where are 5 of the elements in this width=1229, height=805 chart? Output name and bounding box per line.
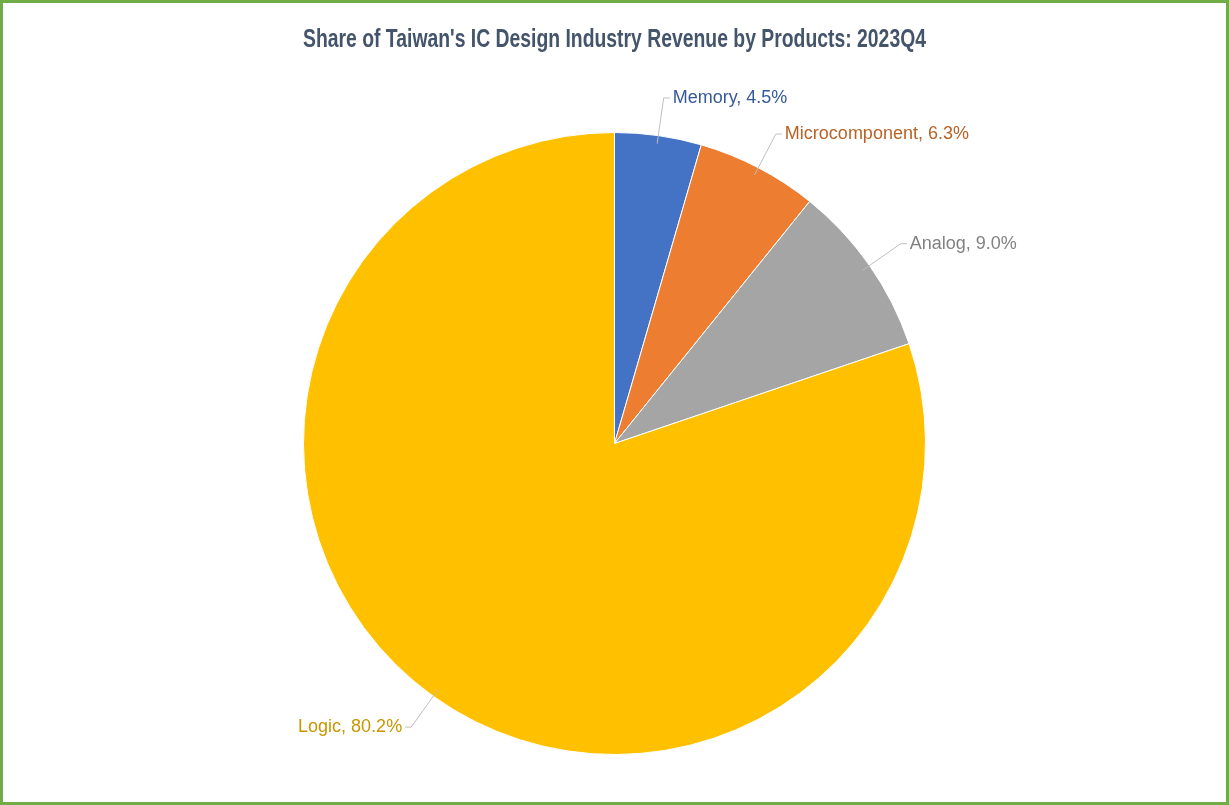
slice-label: Analog, 9.0% [909,232,1017,253]
chart-title: Share of Taiwan's IC Design Industry Revenue by Products: 2023Q4 [303,24,927,53]
slice-label: Microcomponent, 6.3% [784,123,969,144]
slice-label: Memory, 4.5% [672,86,788,107]
slice-label: Logic, 80.2% [298,716,403,737]
